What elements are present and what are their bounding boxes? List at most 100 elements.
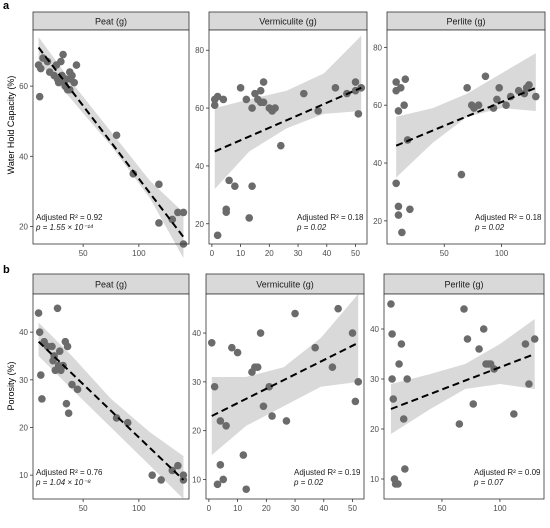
x-tick-label: 50 <box>440 249 449 258</box>
data-point <box>493 95 501 104</box>
y-tick-label: 10 <box>19 471 28 480</box>
row-b-label: b <box>3 264 10 276</box>
data-point <box>455 420 464 428</box>
data-point <box>406 205 414 214</box>
data-point <box>348 329 357 337</box>
y-tick-label: 10 <box>370 475 379 484</box>
data-point <box>123 418 132 427</box>
data-point <box>525 81 533 89</box>
data-point <box>228 343 236 352</box>
data-point <box>37 371 45 379</box>
regression-line <box>211 341 359 417</box>
r2-annotation: Adjusted R² = 0.19 <box>294 468 361 477</box>
x-tick-label: 10 <box>236 249 245 258</box>
panel-1: Peat (g) 50 100 20 40 60 Adjusted R² = 0.92p =… <box>19 11 190 259</box>
x-tick-label: 0 <box>210 249 215 258</box>
data-point <box>231 182 239 190</box>
data-point <box>62 399 71 408</box>
data-point <box>148 471 157 479</box>
r2-annotation: Adjusted R² = 0.09 <box>474 468 541 477</box>
confidence-band <box>211 294 359 456</box>
regression-line <box>395 86 537 147</box>
data-point <box>256 86 265 95</box>
data-point <box>222 208 231 216</box>
y-tick-label: 20 <box>192 427 201 436</box>
data-point <box>457 170 466 179</box>
data-point <box>530 335 539 343</box>
data-point <box>331 84 340 92</box>
r2-annotation: Adjusted R² = 0.18 <box>475 213 542 222</box>
data-point <box>248 104 256 112</box>
data-point <box>225 176 233 185</box>
data-point <box>469 400 478 408</box>
data-point <box>242 485 251 494</box>
x-tick-label: 100 <box>132 504 146 513</box>
data-point <box>210 101 219 109</box>
regression-line <box>37 46 185 238</box>
data-point <box>256 329 265 337</box>
data-point <box>474 101 483 109</box>
data-point <box>245 214 254 222</box>
data-point <box>68 380 76 389</box>
data-point <box>328 363 337 372</box>
y-tick-label: 20 <box>19 423 28 432</box>
data-point <box>334 304 342 313</box>
data-point <box>216 461 225 469</box>
data-point <box>72 61 81 69</box>
data-point <box>179 208 188 217</box>
data-point <box>291 309 299 318</box>
y-tick-label: 40 <box>192 329 201 338</box>
y-tick-label: 30 <box>19 376 28 385</box>
x-tick-label: 100 <box>132 249 146 258</box>
row-b-ylabel: Porosity (%) <box>6 361 16 410</box>
data-point <box>400 101 408 109</box>
data-point <box>396 84 405 92</box>
data-point <box>394 202 403 211</box>
data-point <box>394 480 402 488</box>
row-a-ylabel: Water Hold Capacity (%) <box>6 76 16 175</box>
data-point <box>48 342 56 351</box>
y-tick-label: 60 <box>19 82 28 91</box>
data-point <box>219 475 228 484</box>
data-point <box>239 451 248 459</box>
data-point <box>37 64 45 73</box>
r2-annotation: Adjusted R² = 0.92 <box>36 213 103 222</box>
data-point <box>300 89 308 98</box>
data-point <box>495 84 504 92</box>
confidence-band <box>390 319 535 434</box>
confidence-band <box>38 37 184 259</box>
p-annotation: p = 0.02 <box>474 223 505 232</box>
data-point <box>210 382 219 391</box>
data-point <box>157 476 165 484</box>
y-tick-label: 20 <box>370 425 379 434</box>
data-point <box>129 170 138 178</box>
facet-title: Vermiculite (g) <box>256 280 314 290</box>
data-point <box>314 107 322 115</box>
facet-title: Peat (g) <box>95 17 127 27</box>
data-point <box>392 78 400 86</box>
data-point <box>460 305 468 313</box>
panel-5: Vermiculite (g) 0 10 20 30 40 50 10 20 30 40 Adjust… <box>192 273 365 513</box>
data-point <box>63 342 72 351</box>
panel-3: Perlite (g) 50 100 20 40 60 80 Adjusted R² = 0.… <box>373 11 546 258</box>
data-point <box>282 417 291 425</box>
y-tick-label: 30 <box>192 378 201 387</box>
plot-border <box>208 29 368 245</box>
data-point <box>233 348 242 357</box>
data-point <box>259 402 268 411</box>
data-point <box>207 339 216 347</box>
data-point <box>351 78 360 86</box>
p-annotation: p = 0.02 <box>296 223 327 232</box>
data-point <box>277 141 285 150</box>
plot-border <box>205 293 365 500</box>
data-point <box>259 78 268 86</box>
data-point <box>174 208 182 217</box>
y-tick-label: 40 <box>19 152 28 161</box>
facet-title: Perlite (g) <box>444 280 483 290</box>
x-tick-label: 50 <box>348 504 357 513</box>
data-point <box>59 50 67 59</box>
y-tick-label: 80 <box>195 46 204 55</box>
data-point <box>112 131 121 140</box>
